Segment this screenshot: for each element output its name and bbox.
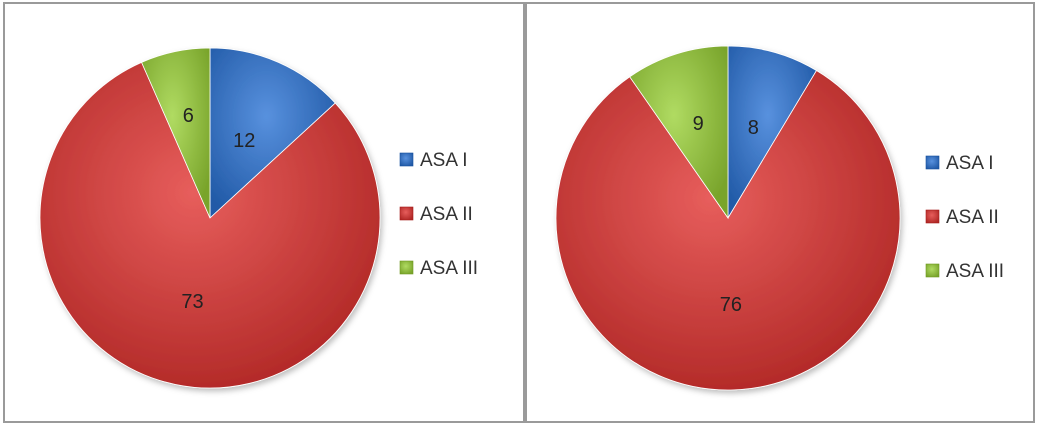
legend-label: ASA I	[946, 153, 994, 174]
legend-label: ASA III	[420, 258, 478, 279]
pie-slice-asa-ii	[555, 69, 901, 391]
pie-chart-1: 12 73 6 ASA I ASA II ASA III	[39, 47, 478, 389]
legend-label: ASA II	[420, 204, 473, 225]
data-label: 73	[181, 291, 203, 313]
legend-label: ASA I	[420, 150, 468, 171]
legend-swatch	[399, 260, 414, 275]
pie-chart-panel-2: 8 76 9 ASA I ASA II ASA III	[525, 2, 1035, 423]
pie-chart-panel-1: 12 73 6 ASA I ASA II ASA III	[3, 2, 525, 423]
data-label: 12	[233, 130, 255, 152]
pie-chart-2: 8 76 9 ASA I ASA II ASA III	[555, 45, 1004, 391]
legend-swatch	[399, 152, 414, 167]
data-label: 9	[693, 113, 704, 135]
pie-slice-asa-i	[209, 47, 336, 219]
pie-slice-asa-ii	[39, 61, 381, 389]
legend-label: ASA III	[946, 261, 1004, 282]
pie-slice-asa-iii	[141, 47, 211, 219]
pie-slice-asa-i	[727, 45, 818, 220]
data-label: 8	[748, 117, 759, 139]
legend-swatch	[399, 206, 414, 221]
legend-swatch	[925, 155, 940, 170]
data-label: 6	[183, 105, 194, 127]
data-label: 76	[720, 294, 742, 316]
legend-label: ASA II	[946, 207, 999, 228]
pie-slice-asa-iii	[629, 45, 729, 220]
legend-swatch	[925, 263, 940, 278]
legend-swatch	[925, 209, 940, 224]
